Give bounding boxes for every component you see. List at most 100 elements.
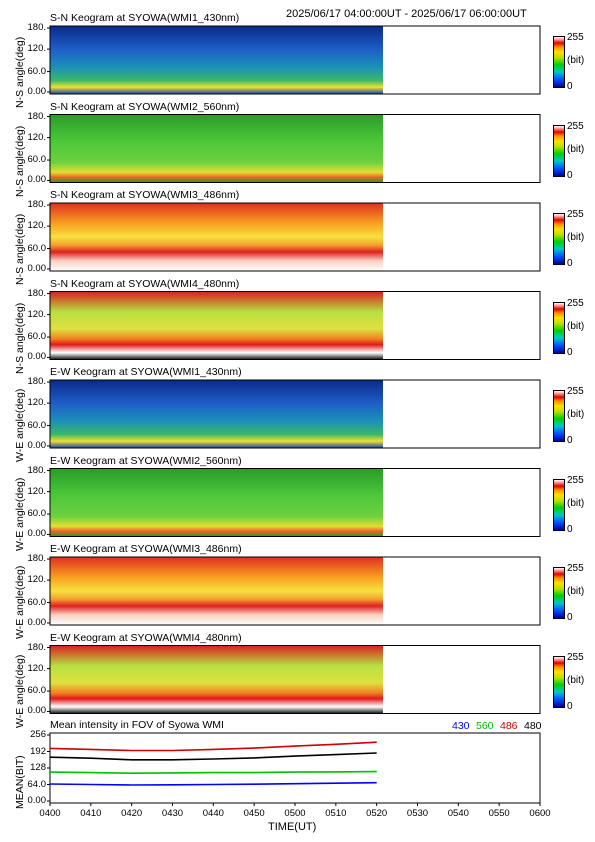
ytick-label: 0.00 [27,705,47,717]
ytick-label: 60.0 [27,419,47,431]
keogram-title-8: E-W Keogram at SYOWA(WMI4_480nm) [50,631,242,644]
ytick-label: 0.00 [27,174,47,186]
mean-ytick-label: 192 [30,745,46,757]
ytick-label: 120. [27,662,47,674]
colorbar-7 [553,567,565,619]
xtick-label: 0450 [243,808,265,819]
colorbar-max-label: 255 [567,563,584,574]
colorbar-max-label: 255 [567,32,584,43]
ytick-label: 180. [27,376,47,388]
xtick-label: 0540 [447,808,469,819]
ytick-label: 0.00 [27,616,47,628]
legend-486: 486 [500,720,518,732]
mean-intensity-frame [49,732,541,804]
colorbar-unit-label: (bit) [567,232,585,243]
keogram-heatmap-1 [50,26,383,94]
xtick-label: 0440 [202,808,224,819]
ytick-label: 0.00 [27,439,47,451]
ytick-label: 180. [27,641,47,653]
colorbar-max-label: 255 [567,297,584,309]
keogram-title-3: S-N Keogram at SYOWA(WMI3_486nm) [50,189,240,201]
ytick-label: 180. [27,110,47,122]
keogram-title-5: E-W Keogram at SYOWA(WMI1_430nm) [50,366,242,378]
ytick-label: 180. [27,553,47,565]
colorbar-min-label: 0 [567,612,573,623]
ytick-label: 60.0 [27,154,47,166]
keogram-frame-8 [49,645,541,714]
legend-430: 430 [452,720,470,732]
colorbar-max-label: 255 [567,209,584,220]
colorbar-min-label: 0 [567,346,573,358]
colorbar-unit-label: (bit) [567,674,585,686]
keogram-heatmap-7 [50,557,383,625]
mean-ytick-label: 128 [30,762,46,773]
series-line-560 [49,770,377,775]
colorbar-min-label: 0 [567,169,573,181]
xtick-label: 0600 [529,808,551,819]
ytick-label: 60.0 [27,685,47,697]
ytick-label: 0.00 [27,85,47,97]
ytick-label: 0.00 [27,528,47,540]
series-line-430 [49,781,377,786]
colorbar-unit-label: (bit) [567,586,585,597]
colorbar-unit-label: (bit) [567,320,585,332]
colorbar-max-label: 255 [567,651,584,663]
colorbar-unit-label: (bit) [567,409,585,420]
ytick-label: 180. [27,287,47,299]
keogram-heatmap-3 [50,203,383,271]
ytick-label: 0.00 [27,351,47,363]
colorbar-unit-label: (bit) [567,497,585,509]
keogram-heatmap-6 [50,468,383,537]
keogram-title-4: S-N Keogram at SYOWA(WMI4_480nm) [50,277,240,290]
ytick-label: 120. [27,485,47,497]
ytick-label: 60.0 [27,65,47,77]
ytick-label: 60.0 [27,508,47,520]
colorbar-unit-label: (bit) [567,143,585,155]
keogram-frame-1 [49,25,541,95]
keogram-frame-5 [49,379,541,449]
colorbar-2 [553,124,565,177]
keogram-heatmap-5 [50,380,383,448]
colorbar-min-label: 0 [567,700,573,712]
keogram-heatmap-8 [50,645,383,714]
series-line-486 [49,741,377,752]
keogram-title-6: E-W Keogram at SYOWA(WMI2_560nm) [50,454,242,467]
keogram-heatmap-4 [50,291,383,360]
colorbar-8 [553,655,565,708]
ytick-label: 120. [27,574,47,586]
keogram-frame-3 [49,202,541,272]
xtick-label: 0410 [80,808,102,819]
xtick-label: 0400 [39,808,61,819]
colorbar-min-label: 0 [567,523,573,535]
colorbar-max-label: 255 [567,386,584,397]
keogram-frame-2 [49,114,541,183]
colorbar-unit-label: (bit) [567,55,585,66]
ytick-label: 120. [27,131,47,143]
mean-intensity-title: Mean intensity in FOV of Syowa WMI [50,719,224,731]
colorbar-5 [553,390,565,442]
ytick-label: 120. [27,308,47,320]
xtick-label: 0520 [366,808,388,819]
ytick-label: 60.0 [27,242,47,254]
ytick-label: 0.00 [27,262,47,274]
colorbar-6 [553,478,565,531]
xtick-label: 0550 [488,808,510,819]
keogram-title-7: E-W Keogram at SYOWA(WMI3_486nm) [50,543,242,555]
legend-560: 560 [476,720,494,732]
series-line-480 [49,752,377,761]
time-range-header: 2025/06/17 04:00:00UT - 2025/06/17 06:00… [286,8,527,20]
colorbar-max-label: 255 [567,474,584,486]
colorbar-min-label: 0 [567,435,573,446]
colorbar-min-label: 0 [567,258,573,269]
keogram-frame-7 [49,556,541,626]
ytick-label: 120. [27,220,47,232]
keogram-frame-4 [49,291,541,360]
ytick-label: 180. [27,22,47,34]
xtick-label: 0510 [325,808,347,819]
keogram-title-2: S-N Keogram at SYOWA(WMI2_560nm) [50,100,240,113]
ytick-label: 120. [27,397,47,409]
colorbar-max-label: 255 [567,120,584,132]
xtick-label: 0530 [406,808,429,819]
